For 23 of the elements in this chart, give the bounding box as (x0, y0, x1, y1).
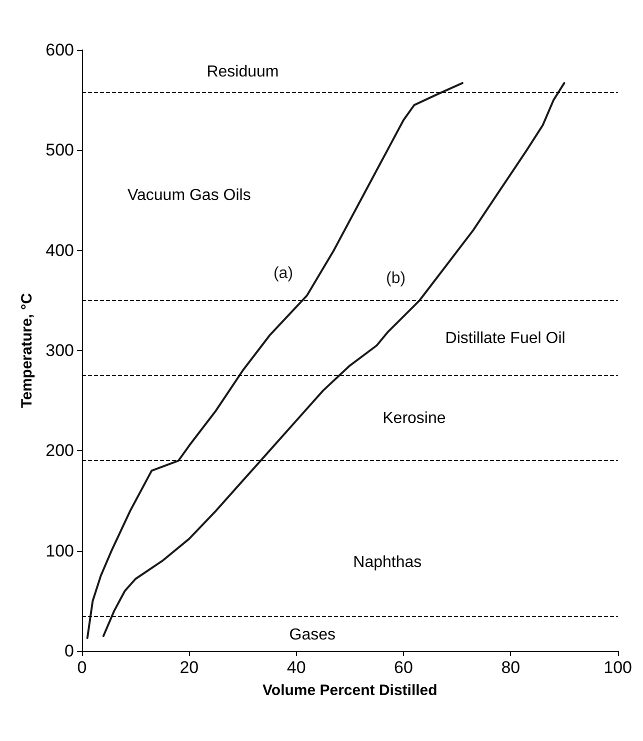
annotation: Naphthas (353, 554, 422, 572)
y-tick-label: 600 (46, 40, 74, 60)
x-tick-label: 0 (77, 658, 87, 677)
series-label: (a) (273, 264, 294, 282)
x-axis-title: Volume Percent Distilled (262, 682, 438, 699)
y-tick-label: 100 (46, 541, 74, 560)
annotation: Kerosine (382, 410, 446, 427)
annotation: Distillate Fuel Oil (445, 330, 566, 347)
x-tick-label: 80 (501, 658, 520, 677)
y-tick-label: 500 (46, 140, 74, 160)
x-tick-label: 100 (604, 658, 632, 677)
y-tick-label: 300 (46, 341, 74, 360)
annotation: Residuum (206, 64, 279, 81)
x-tick-label: 20 (180, 658, 199, 677)
y-tick-label: 200 (46, 441, 74, 460)
y-tick-label: 0 (64, 642, 74, 660)
x-tick-label: 40 (286, 658, 306, 677)
series-label: (b) (386, 270, 406, 287)
annotation: Gases (289, 626, 336, 644)
annotation: Vacuum Gas Oils (128, 186, 251, 204)
y-tick-label: 400 (46, 240, 74, 260)
y-axis-title: Temperature, °C (18, 292, 36, 408)
x-tick-label: 60 (394, 658, 413, 677)
